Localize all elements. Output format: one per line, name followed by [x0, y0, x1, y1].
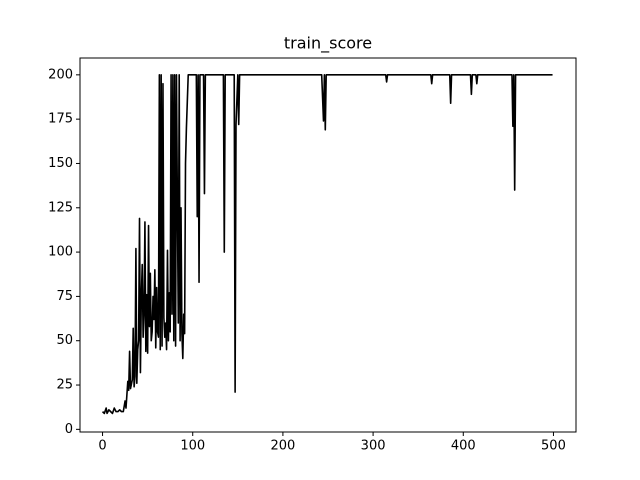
y-tick-label: 125 — [48, 200, 73, 215]
chart-title: train_score — [284, 34, 372, 54]
y-tick-label: 75 — [56, 289, 73, 304]
x-tick-label: 500 — [541, 439, 566, 454]
x-tick-label: 0 — [98, 439, 106, 454]
line-series — [101, 74, 553, 415]
y-tick-label: 175 — [48, 112, 73, 127]
x-tick-label: 400 — [451, 439, 476, 454]
y-tick-label: 25 — [56, 378, 73, 393]
y-tick-label: 100 — [48, 245, 73, 260]
axes-frame — [79, 57, 577, 433]
y-tick-label: 150 — [48, 156, 73, 171]
y-tick-label: 200 — [48, 67, 73, 82]
y-tick-label: 0 — [65, 422, 73, 437]
x-tick-label: 200 — [270, 439, 295, 454]
y-tick-label: 50 — [56, 333, 73, 348]
x-tick-label: 100 — [180, 439, 205, 454]
x-tick-label: 300 — [361, 439, 386, 454]
